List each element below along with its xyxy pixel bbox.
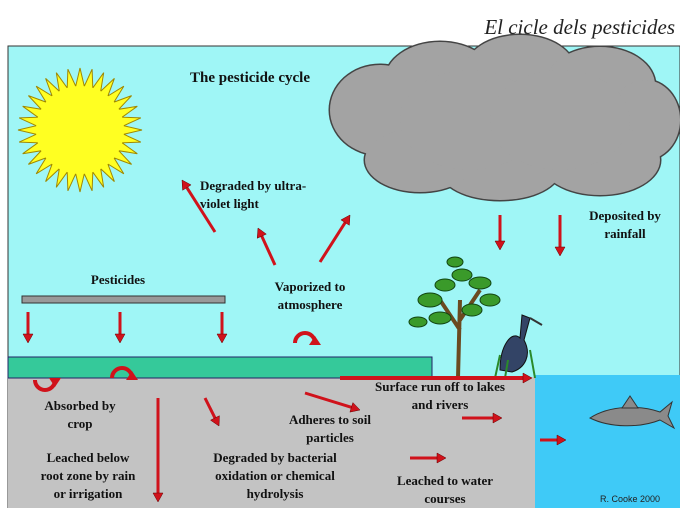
label-line: Pesticides: [91, 272, 145, 287]
arrow-head: [256, 227, 267, 239]
sun: [17, 67, 143, 193]
cloud: [328, 33, 680, 202]
label-line: Adheres to soil: [289, 412, 371, 427]
arrow-head: [349, 402, 361, 413]
arrow-head: [556, 434, 567, 446]
label-line: oxidation or chemical: [215, 468, 335, 483]
label-line: particles: [306, 430, 354, 445]
arrow-shaft: [185, 186, 217, 233]
label-line: violet light: [200, 196, 260, 211]
tree: [408, 256, 501, 379]
credit: R. Cooke 2000: [600, 494, 660, 504]
label-line: Leached below: [47, 450, 130, 465]
label-line: Degraded by ultra-: [200, 178, 306, 193]
shark: [588, 395, 676, 430]
label-line: or irrigation: [54, 486, 123, 501]
arrow-head: [114, 333, 126, 344]
crop-strip: [7, 356, 433, 379]
arrow-shaft: [304, 391, 352, 409]
heron: [494, 314, 543, 379]
label-line: courses: [424, 491, 465, 506]
cloud-body: [490, 70, 630, 170]
arrow-head: [152, 492, 164, 503]
arrow-head: [340, 214, 351, 226]
arrow-head: [49, 378, 61, 387]
label-line: Degraded by bacterial: [213, 450, 337, 465]
arrow-head: [522, 372, 533, 384]
pesticide-bar: [21, 295, 226, 304]
arrow-head: [554, 246, 566, 257]
label-line: Surface run off to lakes: [375, 379, 505, 394]
arrow-shaft: [260, 235, 277, 266]
label-line: rainfall: [604, 226, 646, 241]
arrow-head: [494, 240, 506, 251]
label-line: crop: [67, 416, 92, 431]
label-line: and rivers: [412, 397, 469, 412]
arrows: [22, 179, 567, 503]
arrow-head: [309, 336, 321, 345]
arrow-head: [216, 333, 228, 344]
arrow-shaft: [318, 221, 347, 263]
arrow-head: [210, 415, 220, 427]
arrow-head: [22, 333, 34, 344]
label-line: Deposited by: [589, 208, 661, 223]
diagram: The pesticide cycle R. Cooke 2000: [7, 33, 680, 508]
label-line: Absorbed by: [44, 398, 116, 413]
arrow-head: [492, 412, 503, 424]
arrow-shaft: [203, 397, 217, 419]
arrow-head: [126, 371, 138, 380]
arrow-head: [181, 179, 192, 191]
label-line: Vaporized to: [275, 279, 346, 294]
arrow-head: [436, 452, 447, 464]
label-line: atmosphere: [278, 297, 343, 312]
label-line: hydrolysis: [247, 486, 304, 501]
label-line: root zone by rain: [41, 468, 136, 483]
diagram-title: The pesticide cycle: [190, 70, 310, 86]
sun-disc: [36, 86, 124, 174]
label-line: Leached to water: [397, 473, 493, 488]
